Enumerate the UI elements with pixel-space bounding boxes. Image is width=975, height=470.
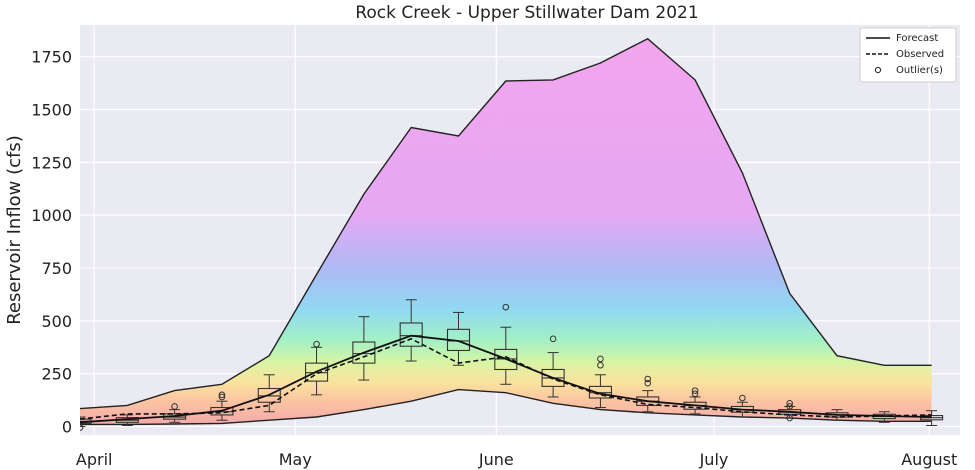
outlier-point [786, 414, 793, 422]
legend-observed-label: Observed [896, 49, 944, 60]
outlier-markers [80, 303, 793, 431]
forecast-line [80, 334, 932, 424]
outlier-point [786, 403, 793, 410]
outlier-point [691, 387, 699, 394]
outlier-point [502, 303, 510, 311]
outlier-point [739, 394, 746, 402]
y-tick-label: 0 [62, 418, 72, 437]
box-plot [257, 374, 281, 413]
outlier-point [597, 361, 604, 369]
envelope-upper-line [80, 37, 932, 410]
y-tick-label: 1750 [31, 48, 72, 67]
observed-line [80, 337, 932, 420]
x-tick-label: April [76, 450, 113, 469]
forecast-envelope [80, 38, 932, 425]
y-tick-label: 250 [41, 365, 72, 384]
y-tick-label: 1000 [31, 206, 72, 225]
outlier-point [218, 393, 226, 401]
outlier-point [644, 379, 652, 387]
y-axis-ticks: 0 250 500 750 1000 1250 1500 1750 [31, 48, 72, 437]
box-plot [305, 346, 329, 396]
x-tick-label: July [699, 450, 729, 469]
outlier-point [644, 375, 652, 383]
outlier-point [549, 335, 557, 343]
y-axis-label: Reservoir Inflow (cfs) [4, 135, 25, 325]
x-tick-label: August [901, 450, 957, 469]
x-tick-label: May [279, 450, 312, 469]
outlier-point [597, 355, 604, 363]
legend-outlier-label: Outlier(s) [896, 65, 943, 76]
box-plot [588, 374, 612, 409]
legend-box [859, 27, 957, 83]
outlier-point [691, 390, 699, 398]
x-axis-ticks: April May June July August [76, 450, 957, 469]
box-iqr [352, 341, 376, 364]
y-tick-label: 500 [41, 312, 72, 331]
outlier-point [218, 391, 226, 399]
outlier-point [313, 340, 320, 348]
x-tick-label: June [478, 450, 514, 469]
y-tick-label: 750 [41, 259, 72, 278]
outlier-point [80, 424, 84, 431]
legend-forecast-label: Forecast [896, 33, 938, 44]
y-tick-label: 1250 [31, 153, 72, 172]
outlier-point [171, 403, 178, 410]
box-plot [352, 316, 376, 381]
y-tick-label: 1500 [31, 101, 72, 120]
legend-outlier-marker [874, 66, 882, 74]
box-iqr [399, 322, 423, 347]
chart-title: Rock Creek - Upper Stillwater Dam 2021 [355, 3, 698, 23]
legend: Forecast Observed Outlier(s) [859, 27, 957, 83]
outlier-point [786, 399, 793, 407]
